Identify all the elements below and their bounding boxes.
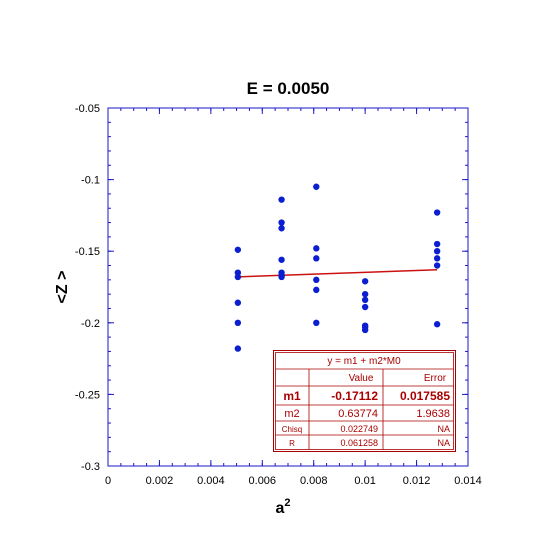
data-point bbox=[313, 319, 320, 326]
y-tick-label: -0.05 bbox=[75, 103, 100, 115]
y-tick-labels: -0.05 -0.1 -0.15 -0.2 -0.25 -0.3 bbox=[75, 103, 100, 473]
data-point bbox=[234, 319, 242, 326]
y-tick-label: -0.15 bbox=[75, 246, 100, 258]
data-point bbox=[234, 246, 242, 253]
fit-row-value: 0.63774 bbox=[338, 408, 378, 420]
data-point bbox=[361, 296, 369, 304]
x-tick-labels: 0 0.002 0.004 0.006 0.008 0.01 0.012 0.014 bbox=[105, 475, 482, 487]
data-point bbox=[313, 276, 320, 284]
data-point bbox=[278, 256, 285, 263]
fit-row-name: Chisq bbox=[282, 425, 302, 434]
x-tick-label: 0.004 bbox=[197, 475, 225, 487]
x-tick-label: 0.002 bbox=[146, 475, 174, 487]
x-tick-label: 0.012 bbox=[403, 475, 431, 487]
data-point bbox=[278, 225, 285, 232]
data-point bbox=[361, 278, 369, 285]
fit-row-name: m2 bbox=[284, 408, 299, 420]
data-point bbox=[278, 219, 285, 226]
fit-row-value: 0.022749 bbox=[340, 424, 378, 434]
data-point bbox=[433, 255, 441, 262]
fit-row-error: NA bbox=[437, 424, 450, 434]
x-tick-label: 0 bbox=[105, 475, 111, 487]
axis-ticks bbox=[107, 107, 469, 467]
fit-header-value: Value bbox=[349, 373, 374, 384]
fit-row-error: 1.9638 bbox=[416, 408, 450, 420]
fit-row-error: NA bbox=[437, 438, 450, 448]
data-point bbox=[433, 240, 441, 248]
data-point bbox=[313, 286, 320, 294]
y-tick-label: -0.3 bbox=[81, 461, 100, 473]
y-axis-label: <Z > bbox=[54, 271, 71, 304]
fit-row-error: 0.017585 bbox=[400, 389, 450, 403]
data-point bbox=[234, 299, 242, 306]
data-point bbox=[433, 262, 441, 269]
data-point bbox=[313, 255, 320, 262]
y-tick-label: -0.25 bbox=[75, 389, 100, 401]
data-point bbox=[234, 273, 242, 281]
data-point bbox=[234, 345, 242, 352]
fit-equation: y = m1 + m2*M0 bbox=[327, 356, 401, 367]
y-tick-label: -0.1 bbox=[81, 175, 100, 187]
y-tick-label: -0.2 bbox=[81, 318, 100, 330]
data-point bbox=[361, 303, 369, 311]
data-point bbox=[313, 183, 320, 190]
x-tick-label: 0.008 bbox=[300, 475, 328, 487]
data-point bbox=[433, 209, 441, 216]
data-point bbox=[313, 245, 320, 252]
x-tick-label: 0.006 bbox=[249, 475, 277, 487]
data-points bbox=[234, 183, 441, 352]
fit-row-name: m1 bbox=[283, 389, 301, 403]
x-axis-label-base: a bbox=[275, 500, 284, 517]
fit-line bbox=[237, 269, 438, 278]
fit-row-name: R bbox=[289, 439, 295, 448]
data-point bbox=[278, 273, 285, 281]
x-axis-label-superscript: 2 bbox=[284, 497, 290, 509]
x-axis-label: a2 bbox=[275, 497, 290, 517]
data-point bbox=[433, 321, 441, 328]
data-point bbox=[433, 248, 441, 255]
x-tick-label: 0.014 bbox=[454, 475, 482, 487]
fit-row-value: 0.061258 bbox=[340, 438, 378, 448]
fit-results-table: y = m1 + m2*M0 Value Error m1 -0.17112 0… bbox=[273, 350, 456, 452]
fit-header-error: Error bbox=[424, 373, 447, 384]
fit-row-value: -0.17112 bbox=[331, 389, 378, 403]
data-point bbox=[361, 326, 369, 334]
chart-title: E = 0.0050 bbox=[247, 79, 330, 98]
x-tick-label: 0.01 bbox=[354, 475, 375, 487]
data-point bbox=[278, 196, 285, 203]
data-point bbox=[361, 290, 369, 298]
